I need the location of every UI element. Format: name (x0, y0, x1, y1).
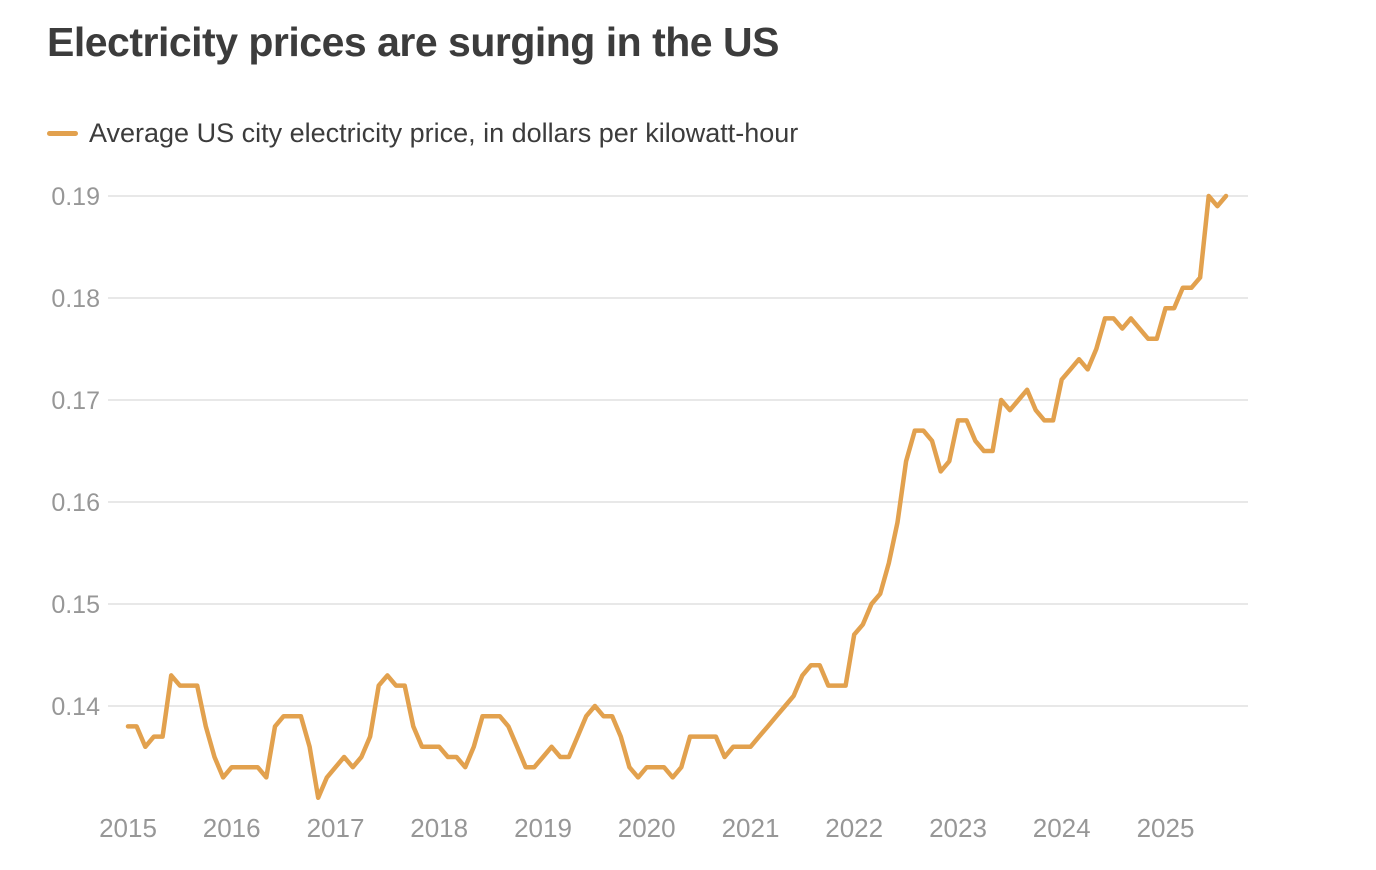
x-axis-tick-label: 2017 (307, 813, 365, 843)
legend-line-swatch (47, 131, 78, 136)
x-axis-tick-label: 2022 (825, 813, 883, 843)
x-axis-tick-label: 2019 (514, 813, 572, 843)
legend: Average US city electricity price, in do… (47, 118, 798, 149)
y-axis-tick-label: 0.15 (51, 591, 100, 619)
x-axis-tick-label: 2021 (722, 813, 780, 843)
y-axis-tick-label: 0.16 (51, 489, 100, 517)
x-axis-tick-label: 2018 (410, 813, 468, 843)
y-axis-tick-label: 0.19 (51, 183, 100, 211)
y-axis-tick-label: 0.17 (51, 387, 100, 415)
x-axis-tick-label: 2020 (618, 813, 676, 843)
x-axis-tick-label: 2023 (929, 813, 987, 843)
chart-title: Electricity prices are surging in the US (47, 19, 779, 65)
x-axis-tick-label: 2024 (1033, 813, 1091, 843)
x-axis-tick-label: 2016 (203, 813, 261, 843)
x-axis-tick-label: 2025 (1137, 813, 1195, 843)
legend-label: Average US city electricity price, in do… (89, 118, 799, 148)
y-axis-tick-label: 0.14 (51, 693, 100, 721)
price-line-series (125, 193, 1229, 801)
y-axis-tick-label: 0.18 (51, 285, 100, 313)
x-axis-tick-label: 2015 (99, 813, 157, 843)
